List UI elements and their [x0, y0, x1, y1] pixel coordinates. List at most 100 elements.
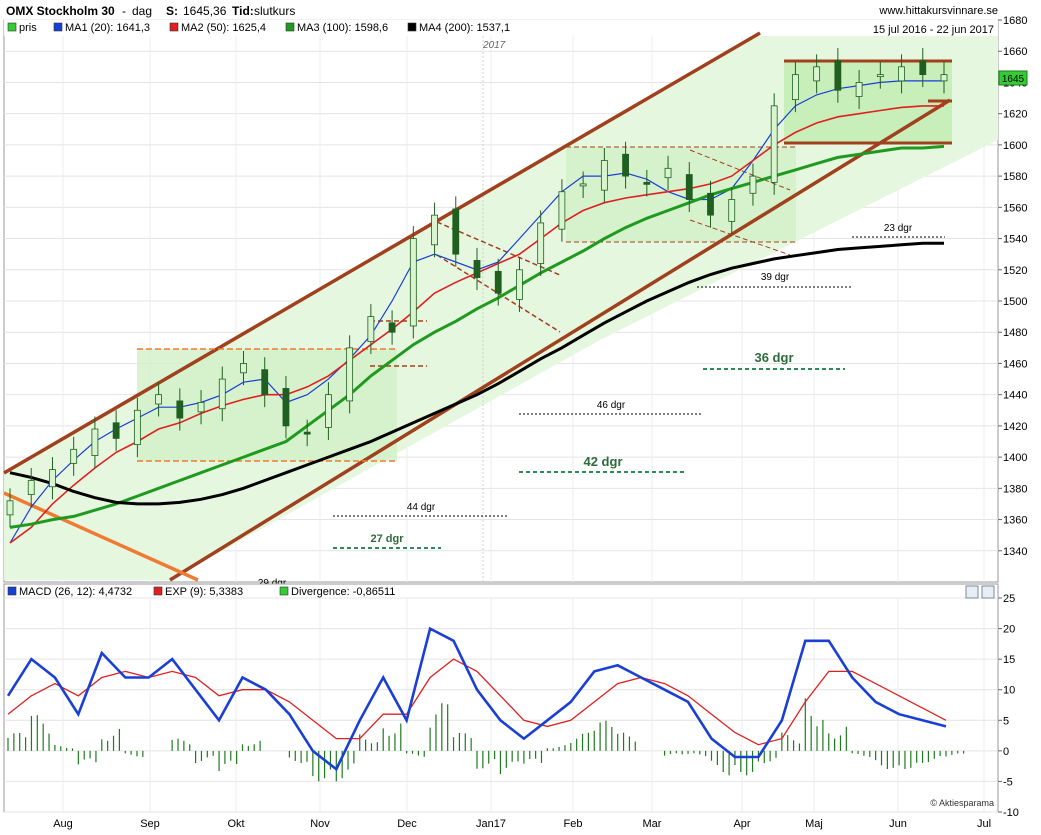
year-marker: 2017 [482, 40, 506, 51]
candle-body [49, 469, 56, 488]
macd-tick-label: 20 [1003, 624, 1015, 636]
candle-body [792, 74, 799, 101]
candle-body [346, 347, 354, 402]
window-icon[interactable] [981, 585, 995, 599]
x-tick-label: Okt [227, 818, 244, 830]
x-tick-label: Mar [643, 818, 662, 830]
candle-body [367, 316, 375, 342]
legend-swatch [279, 586, 289, 596]
legend-label: MACD (26, 12): 4,4732 [19, 586, 132, 598]
annot-39: 39 dgr [761, 272, 790, 283]
price-candles [6, 48, 948, 528]
channel-lower-line [169, 98, 951, 582]
price-tag: 1645 [1002, 74, 1025, 85]
candle-body [133, 409, 141, 446]
candle-body [240, 363, 247, 374]
annot-46: 46 dgr [597, 400, 626, 411]
exp-line [7, 658, 947, 746]
legend-swatch [7, 22, 17, 32]
candle-body [27, 480, 35, 495]
macd-tick-label: -5 [1003, 776, 1013, 788]
candle-body [325, 394, 332, 428]
candle-body [388, 322, 396, 333]
site-name: www.hittakursvinnare.se [878, 5, 998, 17]
x-tick-label: Nov [310, 818, 330, 830]
candle-body [643, 181, 651, 185]
macd-tick-label: 15 [1003, 654, 1015, 666]
price-tick-label: 1360 [1003, 515, 1027, 527]
price-tick-label: 1660 [1003, 46, 1027, 58]
macd-tick-label: -10 [1003, 807, 1019, 819]
macd-series [6, 626, 965, 782]
legend-swatch [7, 586, 17, 596]
legend-swatch [285, 22, 295, 32]
x-tick-label: Apr [733, 818, 750, 830]
candle-body [749, 175, 757, 194]
candle-body [452, 208, 460, 255]
wedge-top [689, 149, 791, 191]
price-tick-label: 1560 [1003, 202, 1027, 214]
legend-swatch [53, 22, 63, 32]
annot-36: 36 dgr [754, 350, 793, 365]
price-tick-label: 1620 [1003, 109, 1027, 121]
series-line-3 [9, 144, 945, 529]
candle-body [261, 369, 269, 396]
candle-body [303, 431, 311, 435]
candle-body [770, 105, 778, 183]
range-box-2016 [137, 349, 397, 461]
price-tick-label: 1460 [1003, 358, 1027, 370]
candle-body [919, 60, 927, 76]
candle-body [537, 222, 545, 264]
legend-label: MA2 (50): 1625,4 [181, 22, 266, 34]
flag-top [436, 221, 561, 276]
wrench-icon[interactable] [965, 585, 979, 599]
price-tick-label: 1440 [1003, 390, 1027, 402]
x-axis: Aug Sep Okt Nov Dec Jan17 Feb Mar Apr Maj Jun Jul [53, 818, 991, 830]
macd-tick-label: 10 [1003, 685, 1015, 697]
range-box-2017 [784, 61, 952, 143]
price-tick-label: 1420 [1003, 421, 1027, 433]
tid-value: slutkurs [254, 4, 295, 18]
s-value: 1645,36 [183, 4, 227, 18]
price-tag-bg [998, 70, 1028, 86]
annot-42: 42 dgr [583, 454, 622, 469]
legend-swatch [407, 22, 417, 32]
legend-label: Divergence: -0,86511 [291, 586, 395, 598]
macd-tick-label: 5 [1003, 715, 1009, 727]
price-tick-label: 1680 [1003, 15, 1027, 27]
legend-top: pris MA1 (20): 1641,3 MA2 (50): 1625,4 MA3 … [7, 22, 510, 34]
series-line-4 [9, 241, 944, 506]
candle-body [579, 183, 587, 187]
candle-body [282, 388, 290, 427]
x-tick-label: Maj [805, 818, 823, 830]
candle-body [834, 60, 842, 91]
legend-swatch [169, 22, 179, 32]
legend-label: EXP (9): 5,3383 [165, 586, 243, 598]
annot-27: 27 dgr [370, 533, 404, 545]
candle-body [728, 199, 736, 222]
price-tick-label: 1520 [1003, 265, 1027, 277]
annot-44: 44 dgr [407, 502, 436, 513]
x-tick-label: Jul [977, 818, 991, 830]
price-tick-label: 1500 [1003, 296, 1027, 308]
legend-label: pris [19, 22, 37, 34]
x-tick-label: Dec [397, 818, 417, 830]
price-tick-label: 1340 [1003, 546, 1027, 558]
candle-body [112, 422, 120, 439]
macd-tick-label: 25 [1003, 593, 1015, 605]
copyright: © Aktiesparama [930, 798, 994, 808]
x-tick-label: Sep [140, 818, 160, 830]
x-tick-label: Feb [564, 818, 583, 830]
wedge-bottom [689, 219, 791, 256]
x-tick-label: Aug [53, 818, 73, 830]
macd-pane [3, 583, 999, 813]
price-tick-label: 1480 [1003, 327, 1027, 339]
macd-line [6, 626, 947, 772]
price-shading [4, 33, 998, 580]
early-trend-line [3, 491, 199, 582]
candle-body [898, 66, 905, 82]
annot-23: 23 dgr [884, 223, 913, 234]
price-tick-label: 1400 [1003, 452, 1027, 464]
candle-body [707, 192, 714, 216]
